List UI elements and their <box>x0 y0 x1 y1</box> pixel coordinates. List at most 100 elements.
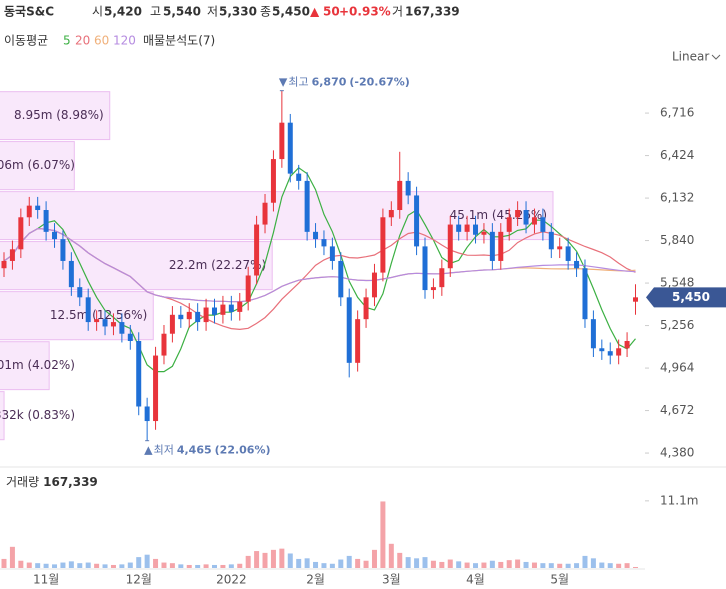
change-percent: +0.93% <box>339 5 391 19</box>
volume-bar <box>371 549 377 568</box>
candle-body <box>363 297 369 320</box>
y-tick-label: 5,548 <box>660 276 694 290</box>
profile-bar <box>0 141 75 191</box>
quote-value: 5,420 <box>104 5 142 19</box>
volume-bar <box>489 560 495 568</box>
volume-bar <box>186 564 192 568</box>
candle-body <box>506 217 512 232</box>
candle-body <box>43 210 49 232</box>
candle-body <box>254 224 260 276</box>
candle-body <box>169 314 175 334</box>
ma-label[interactable]: 이동평균 <box>4 34 48 48</box>
volume-bar <box>624 563 630 568</box>
y-tick-label: 11.1m <box>660 493 698 507</box>
annotation-change-label: (-20.67%) <box>349 76 409 89</box>
volume-bar <box>321 563 327 568</box>
x-tick-label: 5월 <box>550 573 569 587</box>
y-tick-label: 6,424 <box>660 148 694 162</box>
y-tick-label: 4,672 <box>660 403 694 417</box>
annotation-change-label: (22.06%) <box>215 444 271 457</box>
x-tick-label: 2022 <box>216 573 247 587</box>
volume-bar <box>447 559 453 568</box>
volume-bar <box>422 557 428 568</box>
candle-body <box>456 224 462 232</box>
candle-body <box>321 239 327 247</box>
candle-body <box>144 406 150 422</box>
volume-title: 거래량 167,339 <box>6 475 98 489</box>
annotation-value-label: 6,870 <box>312 76 347 89</box>
price-tag-label: 5,450 <box>672 290 710 304</box>
candle-body <box>607 351 613 356</box>
volume-bar <box>464 562 470 568</box>
candle-body <box>313 231 319 240</box>
candle-body <box>557 246 563 250</box>
volume-bar <box>287 553 293 568</box>
volume-bar <box>296 558 302 568</box>
volume-bar <box>548 563 554 568</box>
candle-body <box>85 297 91 323</box>
volume-bar <box>153 558 159 568</box>
y-tick-label: 6,716 <box>660 106 694 120</box>
quote-value: 5,540 <box>163 5 201 19</box>
profile-label[interactable]: 매물분석도(7) <box>143 34 215 48</box>
quote-value: 167,339 <box>405 5 460 19</box>
candle-body <box>228 304 234 312</box>
candle-body <box>515 210 521 218</box>
candle-body <box>565 246 571 261</box>
extreme-annotation: ▼최고 6,870 (-20.67%) <box>279 76 410 89</box>
profile-label: 22.2m (22.27%) <box>169 258 266 272</box>
ma-period[interactable]: 60 <box>94 34 109 48</box>
quote-name: 저 <box>207 5 218 19</box>
y-tick-label: 4,964 <box>660 361 694 375</box>
x-tick-label: 2월 <box>306 573 325 587</box>
volume-value: 167,339 <box>43 475 98 489</box>
candle-body <box>279 122 285 160</box>
volume-bar <box>9 546 15 568</box>
volume-bar <box>203 564 209 568</box>
quote-value: 5,450 <box>272 5 310 19</box>
candle-body <box>127 333 133 341</box>
profile-bar <box>0 91 111 141</box>
volume-bar <box>26 562 32 568</box>
volume-bar <box>338 559 344 568</box>
volume-bar <box>161 562 167 568</box>
candle-body <box>523 210 529 225</box>
candle-body <box>489 231 495 261</box>
annotation-value-label: 4,465 <box>177 444 212 457</box>
candle-body <box>136 340 142 407</box>
candle-body <box>60 239 66 261</box>
volume-bar <box>590 558 596 568</box>
candle-body <box>447 224 453 269</box>
volume-bar <box>169 563 175 568</box>
candle-body <box>599 348 605 352</box>
volume-bar <box>574 563 580 568</box>
dropdown-icon[interactable] <box>711 54 721 60</box>
profile-label: 45.1m (45.26%) <box>450 208 547 222</box>
candle-body <box>414 195 420 247</box>
candle-body <box>616 348 622 356</box>
volume-bar <box>60 562 66 568</box>
volume-bar <box>313 561 319 568</box>
scale-toggle[interactable]: Linear <box>672 50 709 64</box>
candle-body <box>498 231 504 261</box>
volume-bar <box>237 563 243 568</box>
change-value: 50 <box>323 5 340 19</box>
volume-bar <box>77 563 83 568</box>
candle-body <box>540 217 546 232</box>
volume-bar <box>270 549 276 568</box>
ma-period[interactable]: 120 <box>113 34 136 48</box>
candle-body <box>287 122 293 174</box>
profile-label: 4.01m (4.02%) <box>0 358 75 372</box>
ma-period[interactable]: 5 <box>63 34 71 48</box>
ma-period[interactable]: 20 <box>75 34 90 48</box>
volume-bar <box>540 563 546 568</box>
volume-bar <box>616 563 622 568</box>
candle-body <box>397 180 403 211</box>
candle-body <box>481 231 487 235</box>
candle-body <box>338 260 344 298</box>
volume-bar <box>346 555 352 568</box>
quote-value: 5,330 <box>219 5 257 19</box>
candle-body <box>195 311 201 323</box>
volume-bar <box>481 562 487 568</box>
volume-bar <box>405 557 411 568</box>
